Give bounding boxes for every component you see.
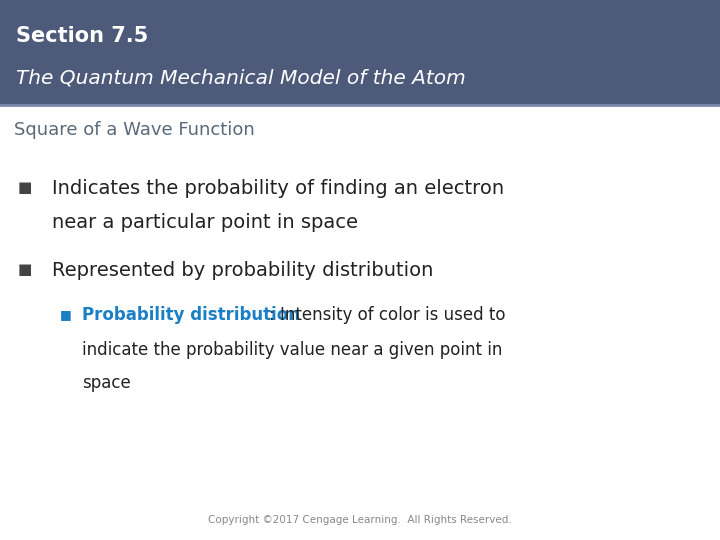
Text: Section 7.5: Section 7.5 [16,26,148,46]
Text: space: space [82,374,131,392]
Text: Probability distribution: Probability distribution [82,306,300,324]
Text: Copyright ©2017 Cengage Learning.  All Rights Reserved.: Copyright ©2017 Cengage Learning. All Ri… [208,515,512,525]
Text: Square of a Wave Function: Square of a Wave Function [14,121,255,139]
Text: ■: ■ [18,180,32,195]
Text: ■: ■ [60,308,72,321]
Text: : Intensity of color is used to: : Intensity of color is used to [269,306,505,324]
Text: indicate the probability value near a given point in: indicate the probability value near a gi… [82,341,503,359]
Text: Indicates the probability of finding an electron: Indicates the probability of finding an … [52,179,504,198]
Text: near a particular point in space: near a particular point in space [52,213,358,232]
Bar [0,0,720,105]
Text: Represented by probability distribution: Represented by probability distribution [52,260,433,280]
Text: The Quantum Mechanical Model of the Atom: The Quantum Mechanical Model of the Atom [16,69,466,87]
Text: ■: ■ [18,262,32,278]
